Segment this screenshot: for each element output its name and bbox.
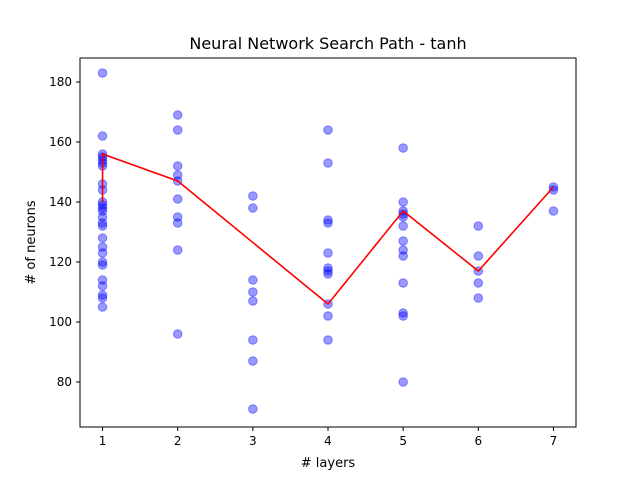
scatter-point bbox=[97, 221, 108, 231]
scatter-point bbox=[97, 68, 108, 78]
scatter-point bbox=[248, 335, 258, 345]
scatter-point bbox=[473, 221, 484, 231]
y-axis-label: # of neurons bbox=[24, 200, 39, 284]
scatter-point bbox=[97, 302, 108, 312]
scatter-point bbox=[172, 245, 183, 255]
scatter-point bbox=[97, 293, 108, 303]
scatter-point bbox=[172, 170, 183, 180]
scatter-point bbox=[248, 287, 258, 297]
scatter-point bbox=[97, 275, 108, 285]
scatter-point bbox=[323, 125, 333, 135]
scatter-point bbox=[323, 248, 333, 258]
scatter-point bbox=[398, 197, 408, 207]
scatter-point bbox=[323, 335, 333, 345]
scatter-point bbox=[172, 110, 183, 120]
scatter-point bbox=[248, 404, 258, 414]
scatter-point bbox=[548, 206, 559, 216]
scatter-point bbox=[548, 185, 559, 195]
chart-title: Neural Network Search Path - tanh bbox=[189, 34, 466, 53]
search-path-line bbox=[101, 152, 555, 306]
scatter-point bbox=[323, 218, 333, 228]
scatter-point bbox=[248, 203, 258, 213]
scatter-point bbox=[97, 218, 108, 228]
plot-area bbox=[97, 68, 559, 414]
scatter-point bbox=[248, 275, 258, 285]
scatter-point bbox=[97, 212, 108, 222]
scatter-point bbox=[323, 215, 333, 225]
scatter-point bbox=[172, 161, 183, 171]
y-tick-label: 140 bbox=[49, 195, 72, 209]
scatter-point bbox=[172, 329, 183, 339]
y-axis-ticks: 80 100 120 140 160 180 bbox=[49, 75, 80, 389]
scatter-point bbox=[172, 194, 183, 204]
scatter-point bbox=[97, 203, 108, 213]
y-tick-label: 120 bbox=[49, 255, 72, 269]
scatter-point bbox=[248, 296, 258, 306]
x-tick-label: 3 bbox=[249, 434, 257, 448]
scatter-point bbox=[323, 269, 333, 279]
x-tick-label: 5 bbox=[399, 434, 407, 448]
scatter-point bbox=[323, 266, 333, 276]
scatter-point bbox=[97, 290, 108, 300]
scatter-point bbox=[323, 263, 333, 273]
scatter-point bbox=[172, 125, 183, 135]
scatter-point bbox=[97, 281, 108, 291]
scatter-point bbox=[248, 191, 258, 201]
y-tick-label: 80 bbox=[57, 375, 72, 389]
y-tick-label: 160 bbox=[49, 135, 72, 149]
scatter-point bbox=[398, 236, 408, 246]
x-axis-label: # layers bbox=[301, 456, 356, 471]
scatter-point bbox=[473, 278, 484, 288]
x-axis-ticks: 1 2 3 4 5 6 7 bbox=[99, 427, 558, 448]
scatter-point bbox=[398, 308, 408, 318]
scatter-point bbox=[97, 257, 108, 267]
x-tick-label: 6 bbox=[474, 434, 482, 448]
x-tick-label: 1 bbox=[99, 434, 107, 448]
scatter-point bbox=[97, 206, 108, 216]
scatter-point bbox=[398, 251, 408, 261]
scatter-point bbox=[97, 131, 108, 141]
scatter-point bbox=[473, 251, 484, 261]
scatter-point bbox=[323, 311, 333, 321]
y-tick-label: 100 bbox=[49, 315, 72, 329]
scatter-point bbox=[398, 221, 408, 231]
scatter-point bbox=[398, 143, 408, 153]
scatter-point bbox=[97, 260, 108, 270]
x-tick-label: 7 bbox=[550, 434, 558, 448]
scatter-point bbox=[97, 242, 108, 252]
scatter-point bbox=[172, 218, 183, 228]
scatter-point bbox=[172, 212, 183, 222]
y-tick-label: 180 bbox=[49, 75, 72, 89]
scatter-point bbox=[323, 158, 333, 168]
x-tick-label: 2 bbox=[174, 434, 182, 448]
scatter-point bbox=[398, 278, 408, 288]
scatter-point bbox=[248, 356, 258, 366]
scatter-point bbox=[97, 248, 108, 258]
scatter-point bbox=[398, 311, 408, 321]
scatter-point bbox=[97, 233, 108, 243]
scatter-point bbox=[398, 245, 408, 255]
scatter-point bbox=[473, 293, 484, 303]
scatter-point bbox=[398, 377, 408, 387]
x-tick-label: 4 bbox=[324, 434, 332, 448]
